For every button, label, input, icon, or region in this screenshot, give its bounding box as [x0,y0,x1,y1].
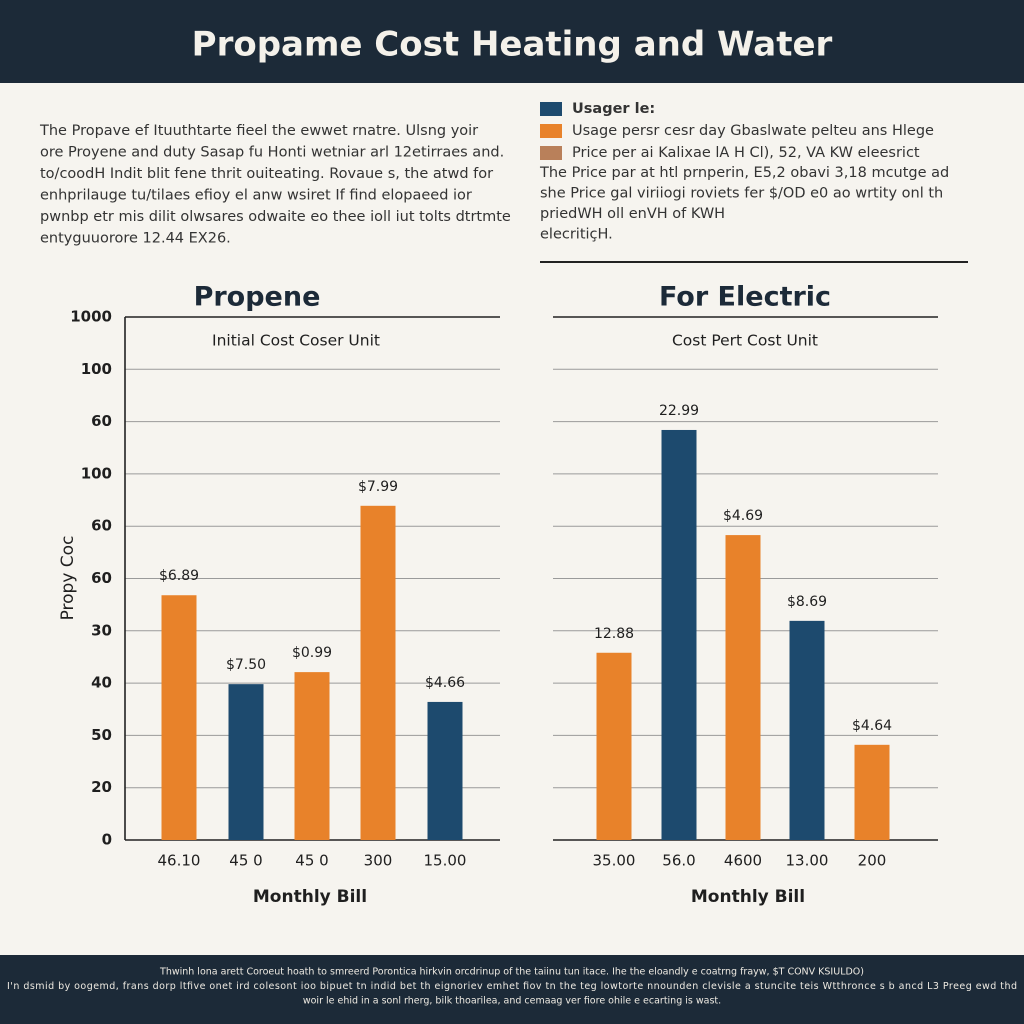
y-tick-label: 100 [81,464,112,482]
bar-label: $6.89 [159,568,199,584]
bar [294,672,330,840]
chart-subtitle: Cost Pert Cost Unit [672,332,818,350]
y-tick-label: 60 [91,517,112,535]
bar-label: $0.99 [292,645,332,661]
x-tick-label: 45 0 [229,852,262,870]
y-tick-label: 50 [91,726,112,744]
intro-line: pwnbp etr mis dilit olwsares odwaite eo … [40,209,511,225]
x-tick-label: 13.00 [786,852,829,870]
legend-swatch [540,146,562,160]
bar [725,535,761,840]
bar-label: $4.66 [425,675,465,691]
bar [360,505,396,840]
y-tick-label: 60 [91,412,112,430]
y-tick-label: 40 [91,674,112,692]
bar [854,744,890,840]
legend-label: Price per ai Kalixae lA H Cl), 52, VA KW… [572,145,920,161]
intro-line: ore Proyene and duty Sasap fu Honti wetn… [40,145,504,161]
y-tick-label: 100 [81,360,112,378]
y-tick-label: 0 [102,831,112,849]
x-tick-label: 200 [858,852,887,870]
legend-label: Usage persr cesr day Gbaslwate pelteu an… [572,123,934,139]
footer-line: I'n dsmid by oogemd, frans dorp ltfive o… [7,981,1017,992]
bar [427,701,463,840]
y-tick-label: 30 [91,621,112,639]
intro-line: to/coodH Indit blit fene thrit ouiteatin… [40,166,493,182]
x-tick-label: 56.0 [662,852,695,870]
x-tick-label: 4600 [724,852,762,870]
y-tick-label: 1000 [70,308,112,326]
x-axis-label: Monthly Bill [253,887,367,907]
page-title: Propame Cost Heating and Water [192,25,833,65]
chart-title: For Electric [659,282,831,313]
header-band [0,0,1024,83]
footer-line: woir le ehid in a sonl rherg, bilk thoar… [303,996,721,1007]
x-tick-label: 15.00 [424,852,467,870]
legend-note: elecritiçH. [540,227,613,243]
bar [789,620,825,840]
legend-swatch [540,124,562,138]
bar [228,684,264,840]
bar-label: $7.99 [358,479,398,495]
y-axis-label: Propy Coc [58,536,78,621]
intro-line: enhprilauge tu/tilaes efioy el anw wsire… [40,188,472,204]
bar-label: $4.69 [723,508,763,524]
legend-label: Usager le: [572,101,655,117]
bar-label: $4.64 [852,718,892,734]
x-tick-label: 35.00 [593,852,636,870]
bar-label: 22.99 [659,403,699,419]
x-tick-label: 300 [364,852,393,870]
legend-note: The Price par at htl prnperin, E5,2 obav… [539,165,949,181]
footer-band [0,955,1024,1024]
x-tick-label: 45 0 [295,852,328,870]
legend-note: priedWH oll enVH of KWH [540,206,725,222]
bar [161,595,197,840]
footer-line: Thwinh lona arett Coroeut hoath to smree… [159,967,864,978]
y-tick-label: 60 [91,569,112,587]
legend-note: she Price gal viriiogi roviets fer $/OD … [540,186,943,202]
bar-label: $7.50 [226,657,266,673]
intro-line: The Propave ef Ituuthtarte fieel the eww… [39,123,478,139]
chart-subtitle: Initial Cost Coser Unit [212,332,380,350]
bar-label: 12.88 [594,626,634,642]
bar [596,652,632,840]
chart-title: Propene [194,282,321,313]
x-tick-label: 46.10 [158,852,201,870]
y-tick-label: 20 [91,778,112,796]
legend-swatch [540,102,562,116]
bar-label: $8.69 [787,594,827,610]
x-axis-label: Monthly Bill [691,887,805,907]
bar [661,429,697,840]
intro-line: entyguuorore 12.44 EX26. [40,231,231,247]
